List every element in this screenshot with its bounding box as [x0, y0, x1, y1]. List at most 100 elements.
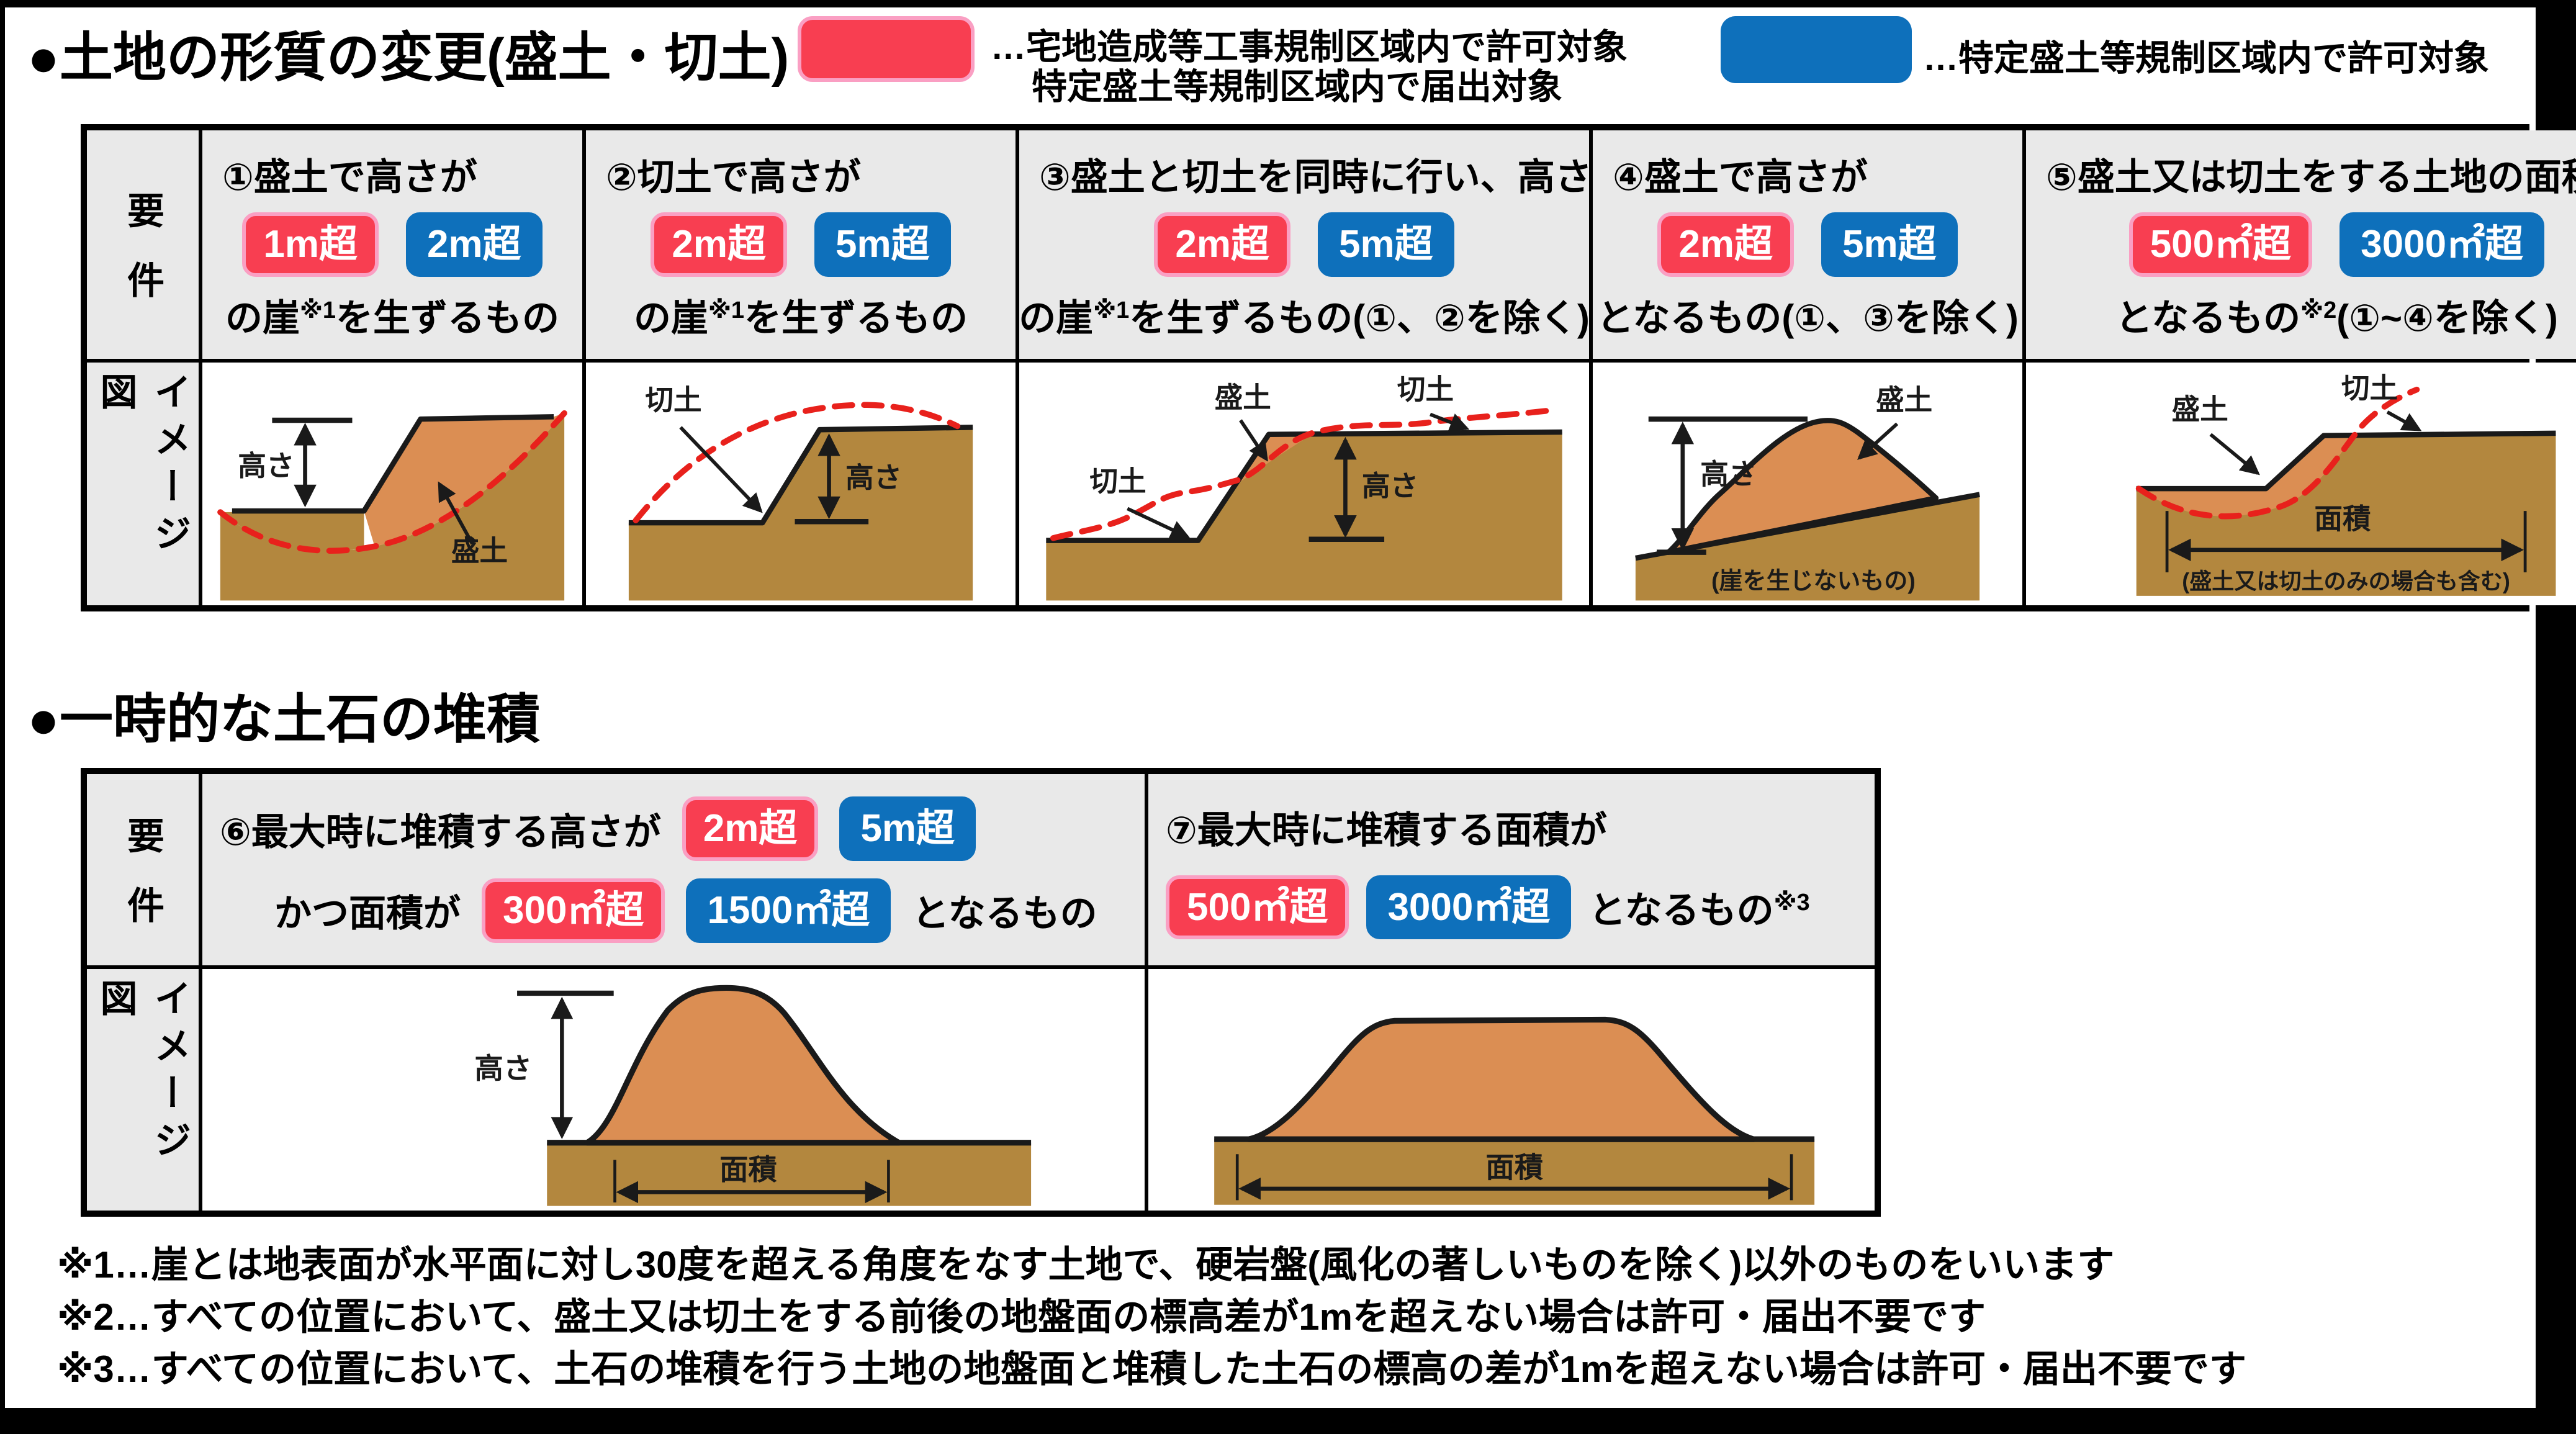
- diagram-3-embankment-and-cut: 切土 盛土 切土 高さ: [1019, 363, 1589, 605]
- tail-sup: ※1: [708, 297, 745, 324]
- kiri-pointer: [679, 426, 763, 513]
- badge-blue-4: 5m超: [1821, 212, 1958, 277]
- condition-1-badges: 1m超 2m超: [242, 212, 543, 277]
- height-label: 高さ: [475, 1052, 533, 1085]
- condition-6-row2: かつ面積が 300㎡超 1500㎡超 となるもの: [220, 878, 1127, 943]
- condition-cell-6: ⑥最大時に堆積する高さが 2m超 5m超 かつ面積が 300㎡超 1500㎡超 …: [202, 774, 1145, 965]
- badge-blue-6h: 5m超: [839, 796, 976, 861]
- tail-post: を生ずるもの: [744, 297, 968, 340]
- badge-blue-3: 5m超: [1318, 212, 1454, 277]
- area-label: 面積: [2314, 503, 2371, 535]
- legend-red-label-line1: …宅地造成等工事規制区域内で許可対象: [991, 27, 1628, 67]
- mori-pointer: [438, 481, 474, 545]
- kiri-left-label: 切土: [1090, 466, 1146, 497]
- tail-post: を生ずるもの(①、②を除く): [1129, 297, 1590, 340]
- legend-blue-swatch: [1721, 16, 1912, 83]
- condition-3-text: ③盛土と切土を同時に行い、高さが: [1039, 156, 1629, 198]
- condition-7-tail: となるもの※3: [1588, 880, 1809, 934]
- condition-7-row2: 500㎡超 3000㎡超 となるもの※3: [1166, 875, 1857, 940]
- diagram-7-stockpile-area: 面積: [1148, 969, 1875, 1211]
- area-end-ticks: [2165, 511, 2527, 572]
- fill-soil: [1236, 431, 1316, 484]
- page-border-top: [0, 0, 2576, 7]
- height-label: 高さ: [1362, 470, 1418, 502]
- area-label: 面積: [719, 1153, 777, 1186]
- badge-blue-2: 5m超: [814, 212, 951, 277]
- table-land-form-change: 要件 ①盛土で高さが 1m超 2m超 の崖※1を生ずるもの ②切土で高さが 2m…: [81, 124, 2576, 611]
- mori-label: 盛土: [2172, 394, 2228, 425]
- mori-pointer: [1239, 419, 1268, 462]
- mori-pointer: [2209, 433, 2260, 476]
- condition-4-text: ④盛土で高さが: [1613, 156, 1868, 198]
- row-header-image-2: イメージ図: [87, 969, 199, 1211]
- condition-1-text: ①盛土で高さが: [222, 156, 477, 198]
- fill-soil: [2138, 433, 2356, 516]
- kiri-label: 切土: [2341, 372, 2398, 404]
- condition-cell-4: ④盛土で高さが 2m超 5m超 となるもの(①、③を除く): [1593, 130, 2022, 359]
- badge-red-6a: 300㎡超: [482, 878, 665, 943]
- badge-blue-7: 3000㎡超: [1366, 875, 1572, 940]
- kiri-right-pointer: [1430, 412, 1470, 432]
- diagram-6-stockpile-height: 高さ 面積: [202, 969, 1145, 1211]
- diagram-5-area: 盛土 切土 面積 (盛土又は切土のみの場合も含む): [2026, 363, 2576, 605]
- ground: [628, 427, 973, 601]
- condition-5-badges: 500㎡超 3000㎡超: [2128, 212, 2545, 277]
- tail-post: を生ずるもの: [336, 297, 560, 340]
- condition-cell-7: ⑦最大時に堆積する面積が 500㎡超 3000㎡超 となるもの※3: [1148, 774, 1875, 965]
- table-temporary-stockpile: 要件 ⑥最大時に堆積する高さが 2m超 5m超 かつ面積が 300㎡超 1500…: [81, 768, 1881, 1217]
- footnote-1: ※1…崖とは地表面が水平面に対し30度を超える角度をなす土地で、硬岩盤(風化の著…: [57, 1244, 2115, 1286]
- new-surface-line: [628, 425, 973, 526]
- tail-sup: ※1: [1093, 297, 1130, 324]
- ground-under-ledge: [220, 511, 364, 552]
- area-end-ticks: [613, 1160, 890, 1203]
- condition-4-tail: となるもの(①、③を除く): [1596, 288, 2019, 342]
- diagram-4-embankment-no-cliff: 高さ 盛土 (崖を生じないもの): [1593, 363, 2022, 605]
- kiri-right-label: 切土: [1397, 374, 1454, 405]
- condition-2-tail: の崖※1を生ずるもの: [634, 288, 968, 342]
- kiri-label: 切土: [645, 384, 701, 416]
- ground: [220, 413, 565, 601]
- tail-post: (①~④を除く): [2336, 297, 2558, 340]
- area-label: 面積: [1485, 1151, 1543, 1183]
- original-ground-dashed: [1050, 407, 1559, 541]
- condition-4-badges: 2m超 5m超: [1657, 212, 1958, 277]
- condition-3-badges: 2m超 5m超: [1154, 212, 1454, 277]
- original-ground-dashed: [633, 402, 961, 524]
- legend-red-swatch: [798, 16, 975, 82]
- tail-sup: ※2: [2300, 297, 2337, 324]
- tail-sup: ※1: [299, 297, 336, 324]
- area-end-ticks: [1235, 1154, 1793, 1201]
- condition-6-text1: ⑥最大時に堆積する高さが: [220, 811, 661, 853]
- condition-7-text1: ⑦最大時に堆積する面積が: [1166, 809, 1607, 851]
- badge-blue-6a: 1500㎡超: [686, 878, 891, 943]
- condition-1-tail: の崖※1を生ずるもの: [225, 288, 559, 342]
- no-cliff-caption: (崖を生じないもの): [1711, 568, 1916, 594]
- mori-label: 盛土: [451, 535, 508, 567]
- height-label: 高さ: [1700, 459, 1757, 490]
- new-surface-line: [232, 414, 554, 514]
- page-border-bottom: [0, 1408, 2576, 1434]
- badge-red-1: 1m超: [242, 212, 379, 277]
- condition-6-text3: となるもの: [912, 893, 1097, 935]
- condition-5-tail: となるもの※2(①~④を除く): [2115, 288, 2558, 342]
- row-header-requirements: 要件: [87, 130, 199, 359]
- footnote-3: ※3…すべての位置において、土石の堆積を行う土地の地盤面と堆積した土石の標高の差…: [57, 1348, 2247, 1390]
- original-ground-dashed: [2135, 386, 2420, 520]
- condition-3-tail: の崖※1を生ずるもの(①、②を除く): [1019, 288, 1590, 342]
- ground: [1046, 431, 1562, 601]
- tail-pre: となるもの: [2115, 297, 2301, 340]
- legend-blue-label: …特定盛土等規制区域内で許可対象: [1923, 38, 2489, 78]
- badge-red-7: 500㎡超: [1166, 875, 1349, 940]
- new-surface-line: [2136, 430, 2556, 492]
- tail-sup: ※3: [1773, 889, 1810, 916]
- ground: [1635, 494, 1980, 601]
- original-ground-dashed: [217, 410, 567, 554]
- condition-cell-3: ③盛土と切土を同時に行い、高さが 2m超 5m超 の崖※1を生ずるもの(①、②を…: [1019, 130, 1629, 359]
- tail-pre: の崖: [225, 297, 300, 340]
- mori-label: 盛土: [1876, 384, 1932, 416]
- diagram-1-embankment: 高さ 盛土: [202, 363, 582, 605]
- condition-cell-5: ⑤盛土又は切土をする土地の面積が 500㎡超 3000㎡超 となるもの※2(①~…: [2026, 130, 2576, 359]
- new-surface-line: [1046, 429, 1562, 543]
- badge-red-5: 500㎡超: [2128, 212, 2313, 277]
- badge-red-4: 2m超: [1657, 212, 1794, 277]
